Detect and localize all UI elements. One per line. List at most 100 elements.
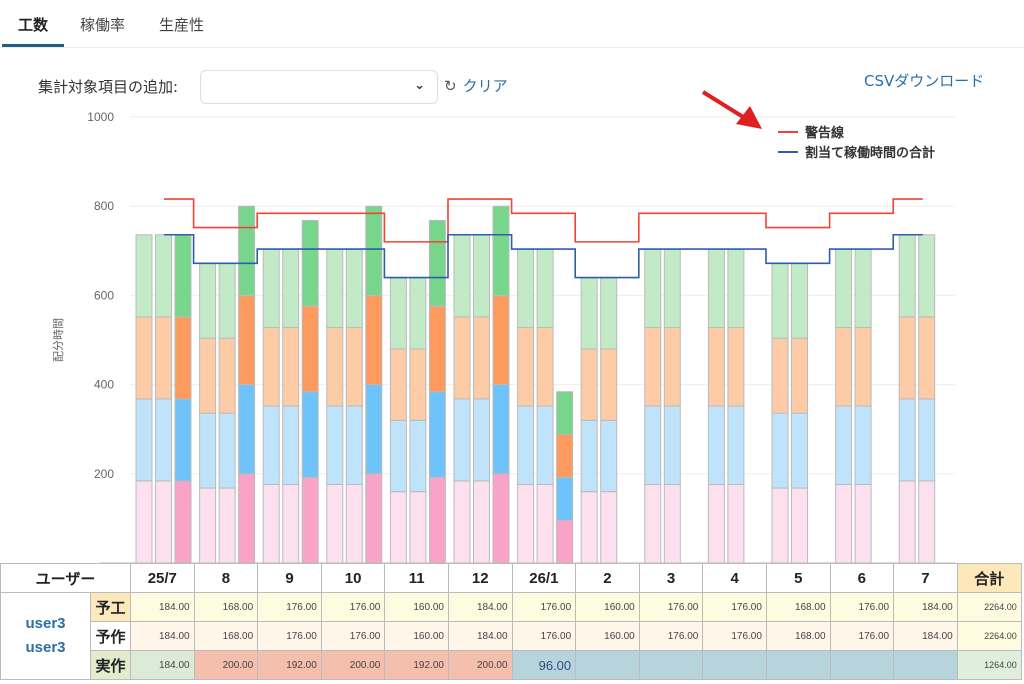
bar-segment	[835, 405, 853, 486]
legend-label: 割当て稼働時間の合計	[805, 145, 935, 161]
bar-segment	[389, 277, 407, 350]
chevron-down-icon: ⌄	[414, 78, 425, 93]
bar-segment	[365, 473, 383, 564]
legend-label: 警告線	[805, 125, 845, 141]
bar-segment	[663, 405, 681, 486]
bar-segment	[174, 316, 192, 400]
bar-segment	[771, 337, 789, 414]
tab-bar: 工数 稼働率 生産性	[0, 0, 1024, 48]
table-cell: 168.00	[193, 592, 259, 622]
bar-segment	[428, 476, 446, 564]
bar-segment	[918, 234, 936, 318]
bar-segment	[453, 398, 471, 482]
table-cell: 176.00	[257, 621, 322, 651]
column-header: 2	[575, 563, 640, 593]
tab-utilization[interactable]: 稼働率	[80, 16, 126, 34]
column-header: 6	[829, 563, 895, 593]
bar-segment	[600, 491, 618, 564]
csv-download-link[interactable]: CSVダウンロード	[864, 72, 985, 90]
bar-segment	[135, 480, 153, 564]
table-cell: 168.00	[193, 621, 259, 651]
column-header: 11	[384, 563, 449, 593]
table-cell: 184.00	[893, 621, 958, 651]
clear-button[interactable]: ↻ クリア	[444, 75, 508, 96]
bar-segment	[517, 484, 535, 564]
bar-segment	[428, 219, 446, 307]
bar-segment	[835, 327, 853, 407]
bar-segment	[199, 337, 217, 414]
bar-segment	[835, 248, 853, 329]
column-header: 3	[638, 563, 704, 593]
table-cell: 200.00	[447, 650, 513, 680]
bar-segment	[854, 327, 872, 407]
bar-segment	[600, 419, 618, 493]
bar-segment	[199, 262, 217, 339]
tab-kosu[interactable]: 工数	[18, 16, 49, 34]
table-cell: 160.00	[575, 621, 640, 651]
bar-segment	[644, 484, 662, 564]
bar-segment	[644, 248, 662, 329]
table-cell: 176.00	[320, 592, 386, 622]
bar-segment	[898, 234, 916, 318]
bar-segment	[536, 248, 554, 329]
bar-segment	[453, 234, 471, 318]
bar-segment	[155, 480, 172, 564]
table-cell: 160.00	[384, 592, 449, 622]
bar-segment	[345, 405, 363, 486]
bar-segment	[556, 391, 574, 436]
bar-segment	[791, 487, 808, 564]
y-tick-label: 600	[94, 288, 114, 302]
column-header: 26/1	[511, 563, 577, 593]
bar-segment	[389, 419, 407, 493]
tab-productivity[interactable]: 生産性	[159, 16, 205, 34]
total-header: 合計	[956, 563, 1022, 593]
bar-segment	[199, 412, 217, 489]
user-name[interactable]: user3 user3	[0, 592, 91, 680]
bar-segment	[365, 384, 383, 475]
table-cell: 160.00	[575, 592, 640, 622]
table-cell: 200.00	[193, 650, 259, 680]
bar-segment	[155, 398, 172, 482]
bar-segment	[663, 327, 681, 407]
table-cell: 184.00	[447, 592, 513, 622]
bar-segment	[556, 519, 574, 564]
bar-segment	[238, 384, 256, 475]
table-cell	[702, 650, 767, 680]
bar-segment	[536, 484, 554, 564]
bar-segment	[238, 205, 256, 296]
column-header: 25/7	[130, 563, 195, 593]
table-cell: 168.00	[765, 592, 831, 622]
bar-segment	[199, 487, 217, 564]
bar-segment	[345, 248, 363, 329]
bar-segment	[301, 391, 319, 478]
bar-segment	[238, 294, 256, 386]
bar-segment	[428, 391, 446, 478]
bar-segment	[218, 337, 236, 414]
table-cell: 176.00	[320, 621, 386, 651]
bar-segment	[345, 327, 363, 407]
bar-segment	[707, 484, 725, 564]
bar-segment	[727, 484, 745, 564]
bar-segment	[727, 405, 745, 486]
bar-segment	[409, 348, 427, 421]
bar-segment	[409, 491, 427, 564]
table-cell: 176.00	[257, 592, 322, 622]
y-tick-label: 1000	[87, 110, 114, 124]
bar-segment	[771, 262, 789, 339]
table-cell: 160.00	[384, 621, 449, 651]
bar-segment	[707, 248, 725, 329]
add-item-select[interactable]: ⌄	[200, 70, 438, 104]
table-cell	[638, 650, 704, 680]
bar-segment	[492, 205, 510, 296]
table-cell: 176.00	[511, 592, 577, 622]
bar-segment	[600, 277, 618, 350]
bar-segment	[218, 262, 236, 339]
table-cell: 200.00	[320, 650, 386, 680]
table-cell: 184.00	[447, 621, 513, 651]
bar-segment	[727, 248, 745, 329]
table-cell: 176.00	[702, 621, 767, 651]
bar-segment	[580, 348, 598, 421]
bar-segment	[791, 262, 808, 339]
bar-segment	[365, 294, 383, 386]
bar-segment	[556, 434, 574, 478]
